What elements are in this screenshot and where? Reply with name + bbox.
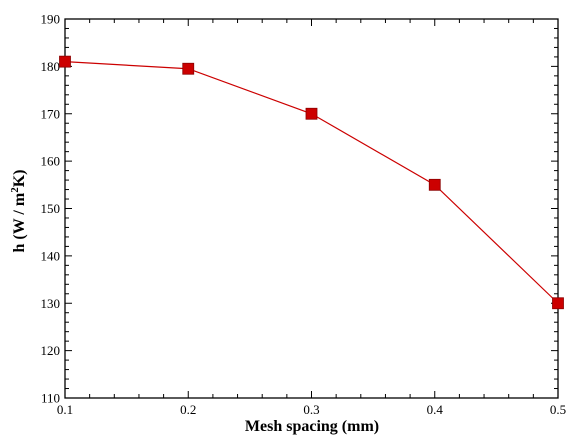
series-line bbox=[64, 61, 559, 304]
y-tick-label: 170 bbox=[41, 106, 61, 121]
y-tick-label: 120 bbox=[41, 343, 61, 358]
data-point bbox=[59, 55, 71, 68]
y-axis-title-end: K) bbox=[11, 170, 28, 188]
y-tick-label: 150 bbox=[41, 201, 61, 216]
y-axis: 110 120 130 140 150 160 170 180 190 bbox=[41, 12, 558, 406]
y-tick-label: 190 bbox=[41, 12, 61, 27]
x-tick-label: 0.2 bbox=[180, 402, 196, 417]
data-point bbox=[552, 297, 564, 310]
x-tick-label: 0.5 bbox=[550, 402, 566, 417]
data-point bbox=[305, 107, 318, 120]
y-tick-label: 110 bbox=[41, 391, 60, 406]
data-point bbox=[428, 178, 441, 191]
y-axis-title-main: h (W / m bbox=[11, 192, 28, 252]
x-tick-label: 0.1 bbox=[57, 402, 73, 417]
data-point bbox=[182, 62, 195, 75]
plot-border bbox=[64, 18, 559, 399]
x-axis-title: Mesh spacing (mm) bbox=[245, 418, 379, 435]
x-tick-label: 0.4 bbox=[427, 402, 444, 417]
plot-area bbox=[64, 18, 559, 399]
x-axis: 0.1 0.2 0.3 0.4 0.5 bbox=[57, 19, 566, 417]
x-tick-label: 0.3 bbox=[303, 402, 319, 417]
y-tick-label: 160 bbox=[41, 154, 61, 169]
series-layer bbox=[59, 55, 564, 310]
y-tick-label: 180 bbox=[41, 59, 61, 74]
y-tick-label: 130 bbox=[41, 296, 61, 311]
y-axis-title-superscript: 2 bbox=[9, 187, 21, 193]
y-tick-label: 140 bbox=[41, 248, 61, 263]
y-axis-title: h (W / m2K) bbox=[9, 170, 28, 253]
